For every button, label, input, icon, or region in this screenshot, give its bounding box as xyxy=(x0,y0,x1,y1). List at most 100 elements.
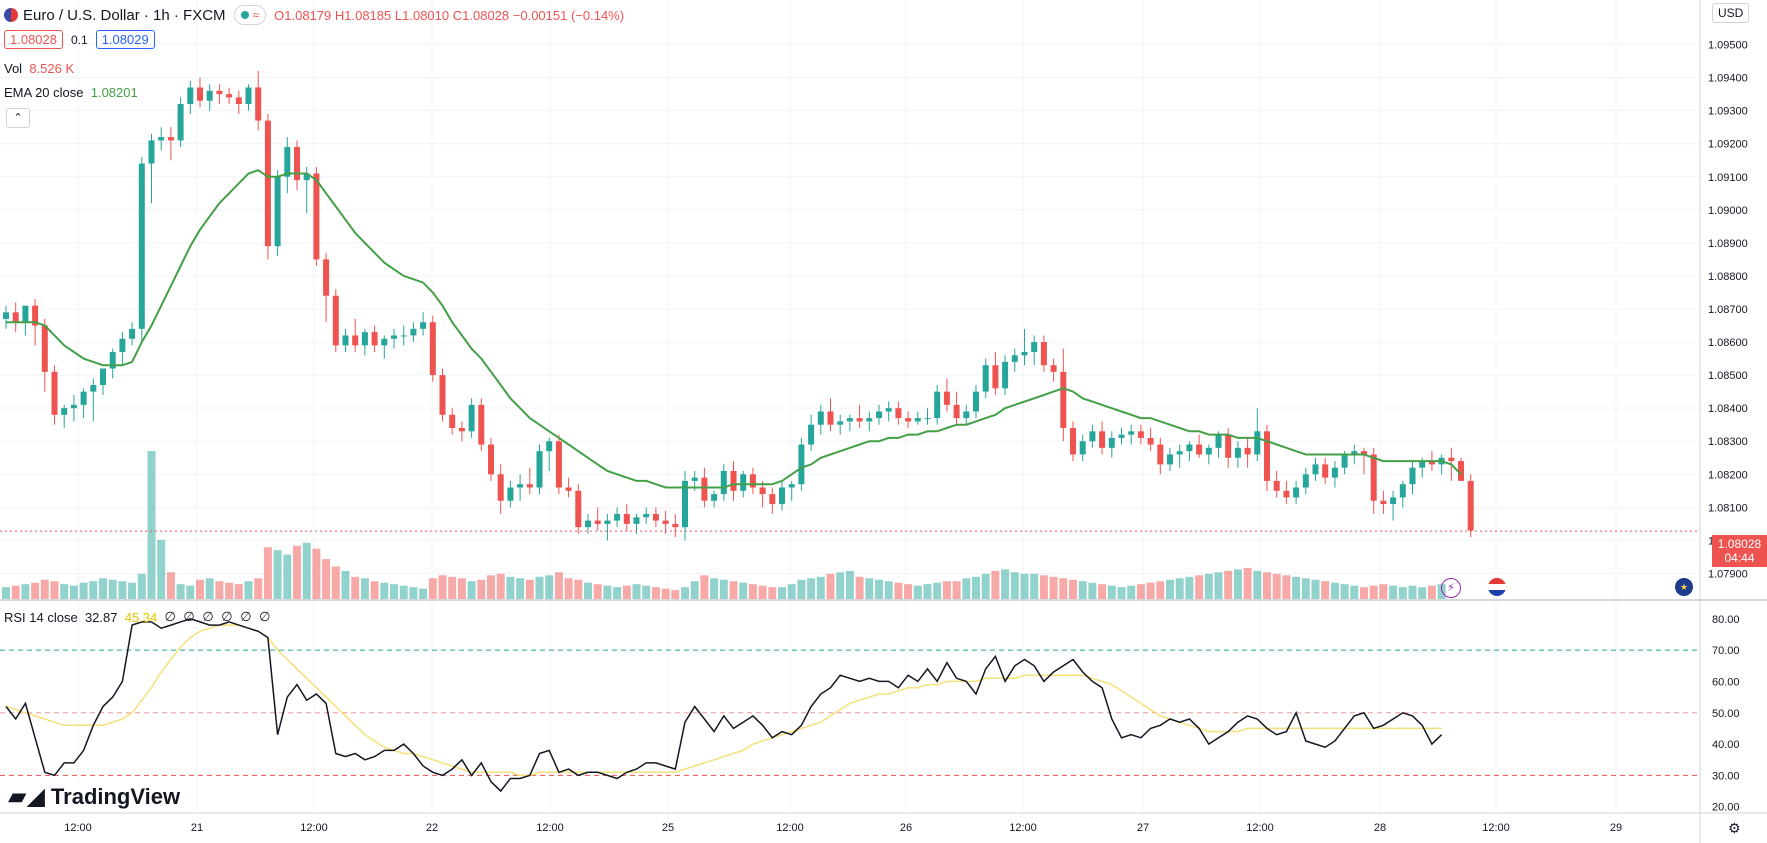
volume-bar xyxy=(1379,584,1388,599)
volume-bar xyxy=(438,575,447,599)
candle xyxy=(1137,424,1144,445)
candle xyxy=(197,77,203,108)
collapse-legend-button[interactable]: ⌃ xyxy=(6,108,30,128)
candle xyxy=(808,414,815,452)
buy-price-button[interactable]: 1.08029 xyxy=(95,30,155,49)
time-axis[interactable]: 12:00 21 12:00 22 12:00 25 12:00 26 12:00 27 12:00… xyxy=(64,822,1622,834)
candle-body xyxy=(332,295,339,346)
candle xyxy=(1060,348,1067,442)
volume-bar xyxy=(1039,575,1048,599)
volume-legend[interactable]: Vol 8.526 K xyxy=(4,61,74,76)
candle-body xyxy=(1244,447,1251,455)
candle xyxy=(22,305,29,336)
candle xyxy=(80,388,87,419)
candle xyxy=(12,302,19,333)
candle-body xyxy=(526,484,533,488)
price-tick-label: 1.07900 xyxy=(1708,568,1748,580)
candle xyxy=(488,437,494,481)
candle-body xyxy=(255,87,262,121)
candle xyxy=(652,507,659,528)
volume-bar xyxy=(118,581,127,599)
price-tick-label: 1.08300 xyxy=(1708,436,1748,448)
candle-body xyxy=(41,325,48,372)
volume-bar xyxy=(554,572,563,599)
market-status-pill[interactable]: ≈ xyxy=(233,5,267,25)
brand-name: TradingView xyxy=(50,783,181,809)
candle-body xyxy=(235,97,242,105)
ema-legend[interactable]: EMA 20 close 1.08201 xyxy=(4,85,138,100)
volume-bar xyxy=(380,582,389,599)
lightning-event-icon[interactable]: ⚡ xyxy=(1441,578,1461,598)
candle-body xyxy=(565,487,572,491)
candle-body xyxy=(1322,464,1329,478)
candle-body xyxy=(1254,431,1261,455)
candle-body xyxy=(779,487,785,505)
volume-bar xyxy=(467,581,476,599)
eu-flag-event-icon[interactable]: ★ xyxy=(1675,578,1693,596)
symbol-title[interactable]: Euro / U.S. Dollar · 1h · FXCM xyxy=(23,6,226,24)
candle-body xyxy=(420,322,427,329)
candle-body xyxy=(1380,500,1387,505)
candle-body xyxy=(585,520,591,528)
currency-button[interactable]: USD xyxy=(1712,3,1750,23)
price-tick-label: 1.08900 xyxy=(1708,238,1748,250)
volume-bar xyxy=(1098,584,1107,599)
candle xyxy=(623,504,630,531)
candle-body xyxy=(468,404,475,432)
candle xyxy=(546,437,553,471)
candle xyxy=(1118,428,1125,445)
candle-body xyxy=(1205,447,1212,455)
candle xyxy=(148,133,155,204)
candle xyxy=(109,348,116,379)
candle-body xyxy=(759,487,766,495)
candle-body xyxy=(216,90,223,95)
candle xyxy=(1167,447,1173,471)
candle xyxy=(846,414,853,432)
candle-body xyxy=(1312,464,1319,475)
volume-bar xyxy=(1224,570,1233,599)
volume-bars xyxy=(2,451,1446,599)
candle xyxy=(70,394,77,422)
volume-bar xyxy=(254,578,263,599)
candle-body xyxy=(934,391,941,419)
candle-body xyxy=(827,411,834,425)
volume-bar xyxy=(244,581,253,599)
candle xyxy=(449,408,456,435)
candle xyxy=(1050,358,1057,382)
candle xyxy=(410,322,417,343)
candle-body xyxy=(517,484,524,488)
candle xyxy=(226,87,233,105)
candle-body xyxy=(1186,444,1193,452)
candle xyxy=(614,507,621,528)
volume-bar xyxy=(234,584,243,599)
candle xyxy=(458,421,465,442)
rsi-axis[interactable]: 80.00 70.00 60.00 50.00 40.00 30.00 20.00 xyxy=(1712,614,1740,814)
sell-price-button[interactable]: 1.08028 xyxy=(4,30,63,49)
candle xyxy=(284,137,291,194)
candle xyxy=(759,480,766,508)
volume-bar xyxy=(1253,570,1262,599)
last-price-value: 1.08028 xyxy=(1717,537,1762,551)
volume-bar xyxy=(1311,579,1320,599)
volume-bar xyxy=(1389,585,1398,599)
candle-body xyxy=(1419,461,1426,468)
candle-body xyxy=(594,520,601,524)
price-tick-label: 1.08100 xyxy=(1708,502,1748,514)
volume-bar xyxy=(942,581,951,599)
settings-gear-icon[interactable]: ⚙ xyxy=(1728,820,1741,836)
price-axis[interactable]: 1.09500 1.09400 1.09300 1.09200 1.09100 1.090… xyxy=(1708,40,1748,581)
tradingview-logo[interactable]: ▰◢ TradingView xyxy=(8,782,181,811)
candle-body xyxy=(206,90,213,101)
rsi-legend[interactable]: RSI 14 close 32.87 45.34 ∅ ∅ ∅ ∅ ∅ ∅ xyxy=(4,609,273,625)
candle xyxy=(100,368,106,395)
volume-bar xyxy=(865,578,874,599)
volume-bar xyxy=(428,578,437,599)
volume-bar xyxy=(1408,585,1417,599)
candle xyxy=(1215,431,1222,458)
volume-bar xyxy=(904,584,913,599)
us-flag-event-icon[interactable] xyxy=(1488,578,1506,596)
candle xyxy=(177,97,184,148)
candle-body xyxy=(488,444,494,475)
candle xyxy=(633,513,640,534)
